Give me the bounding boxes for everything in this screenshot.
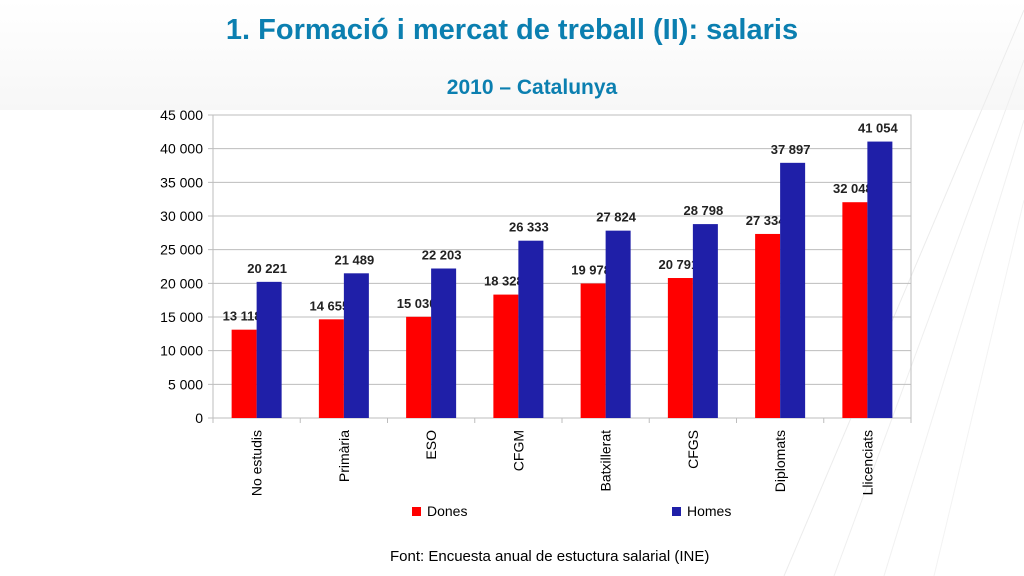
data-label-homes: 28 798: [683, 203, 723, 218]
x-category-label: Llicenciats: [859, 430, 875, 495]
y-tick-label: 15 000: [160, 309, 203, 325]
bar-dones: [318, 319, 344, 418]
data-label-dones: 18 328: [484, 274, 524, 289]
data-label-homes: 37 897: [771, 142, 811, 157]
bar-dones: [493, 294, 519, 418]
bar-homes: [343, 273, 369, 418]
data-label-dones: 32 048: [833, 181, 873, 196]
legend-item-homes: Homes: [672, 503, 731, 519]
x-category-label: Batxillerat: [598, 430, 614, 492]
chart-legend: Dones Homes: [0, 503, 1024, 523]
bar-dones: [406, 316, 432, 418]
background-decoration: [783, 9, 1024, 576]
y-tick-label: 30 000: [160, 208, 203, 224]
y-tick-label: 20 000: [160, 275, 203, 291]
bar-dones: [842, 202, 868, 418]
bar-homes: [518, 240, 544, 418]
bar-homes: [867, 141, 893, 418]
chart-subtitle: 2010 – Catalunya: [446, 76, 618, 99]
bar-homes: [431, 268, 457, 418]
background-band: [0, 0, 1024, 110]
data-label-homes: 27 824: [596, 210, 637, 225]
legend-swatch: [672, 506, 681, 516]
x-category-label: CFGM: [510, 430, 526, 471]
y-tick-label: 0: [195, 410, 203, 426]
bar-homes: [605, 230, 631, 418]
y-tick-label: 25 000: [160, 242, 203, 258]
data-label-dones: 13 118: [223, 309, 262, 324]
data-label-homes: 22 203: [422, 247, 462, 262]
data-label-dones: 14 655: [309, 298, 349, 313]
source-note: Font: Encuesta anual de estuctura salari…: [390, 548, 710, 565]
y-tick-label: 5 000: [168, 376, 203, 392]
bar-dones: [667, 278, 693, 418]
data-label-dones: 27 334: [746, 213, 787, 228]
data-label-homes: 21 489: [334, 252, 374, 267]
plot-area: [212, 114, 912, 419]
x-category-label: Diplomats: [772, 430, 788, 492]
bar-homes: [780, 162, 806, 418]
y-tick-label: 35 000: [160, 174, 203, 190]
bar-homes: [692, 224, 718, 418]
x-category-label: ESO: [423, 430, 439, 460]
data-label-dones: 15 030: [397, 296, 437, 311]
bar-dones: [755, 233, 781, 418]
data-label-homes: 20 221: [247, 261, 287, 276]
bar-dones: [231, 329, 257, 418]
data-label-homes: 41 054: [858, 121, 899, 136]
data-label-dones: 20 791: [658, 257, 698, 272]
slide-title: 1. Formació i mercat de treball (II): sa…: [225, 14, 799, 46]
bar-dones: [580, 283, 606, 418]
bar-homes: [256, 281, 282, 418]
x-category-label: No estudis: [249, 430, 265, 496]
x-category-label: Primària: [336, 430, 352, 482]
x-category-label: CFGS: [685, 430, 701, 469]
y-tick-label: 40 000: [160, 141, 203, 157]
legend-label: Homes: [687, 503, 732, 519]
data-label-dones: 19 978: [571, 262, 611, 277]
y-tick-label: 45 000: [160, 107, 203, 123]
legend-label: Dones: [427, 503, 468, 519]
legend-item-dones: Dones: [412, 503, 467, 519]
data-label-homes: 26 333: [509, 220, 549, 235]
legend-swatch: [412, 506, 421, 516]
y-tick-label: 10 000: [160, 343, 203, 359]
